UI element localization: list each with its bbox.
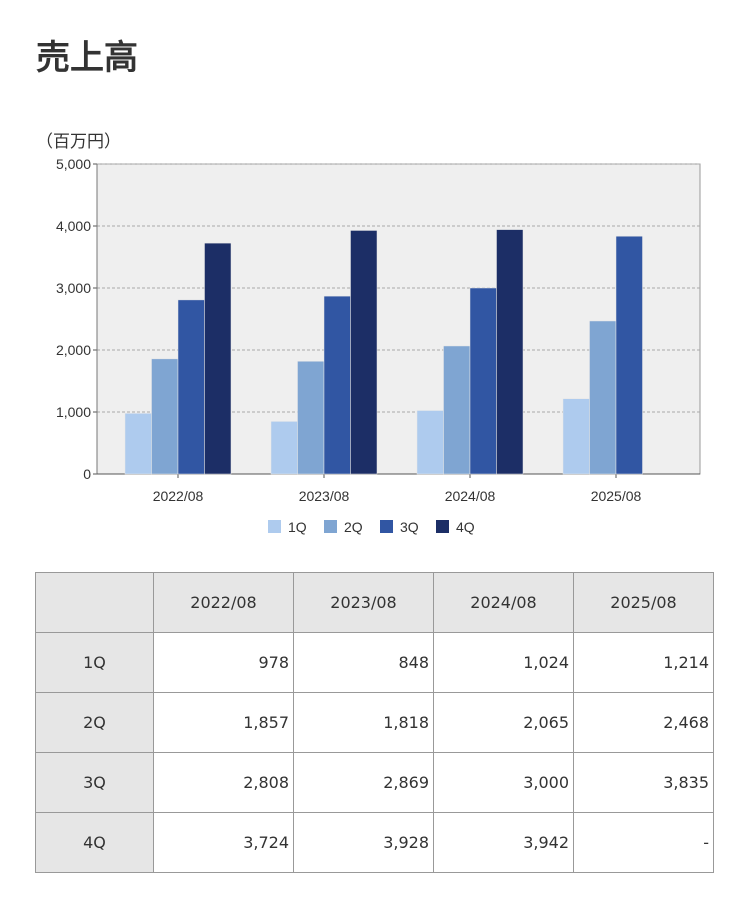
bar-4q [350,230,378,475]
legend-label: 4Q [456,519,475,535]
bar-4q [204,242,232,475]
cell: 1,857 [153,692,294,753]
table-row: 4Q 3,724 3,928 3,942 - [35,812,714,873]
cell: 3,942 [433,812,574,873]
cell: 3,000 [433,752,574,813]
cell: 1,214 [573,632,714,693]
y-tick-label: 4,000 [56,218,91,234]
bar-2q [151,358,179,475]
unit-label: （百万円） [36,132,121,152]
table-row: 2Q 1,857 1,818 2,065 2,468 [35,692,714,753]
bar-2q [443,345,471,475]
bar-3q [615,235,643,475]
bar-1q [416,410,444,475]
cell: 848 [293,632,434,693]
cell: - [573,812,714,873]
row-label: 3Q [35,752,154,813]
y-tick-label: 1,000 [56,404,91,420]
page-title: 売上高 [36,38,138,78]
y-tick-label: 5,000 [56,156,91,172]
table-row: 1Q 978 848 1,024 1,214 [35,632,714,693]
cell: 3,835 [573,752,714,813]
cell: 1,024 [433,632,574,693]
cell: 1,818 [293,692,434,753]
bar-3q [323,295,351,475]
bar-1q [124,413,152,475]
x-tick-label: 2024/08 [445,488,496,504]
cell: 3,928 [293,812,434,873]
cell: 2,869 [293,752,434,813]
row-label: 1Q [35,632,154,693]
x-tick-label: 2022/08 [153,488,204,504]
bar-1q [562,398,590,475]
y-tick-label: 2,000 [56,342,91,358]
legend-swatch-4q [436,520,449,533]
table-row: 3Q 2,808 2,869 3,000 3,835 [35,752,714,813]
x-tick-label: 2025/08 [591,488,642,504]
x-tick-label: 2023/08 [299,488,350,504]
legend-label: 2Q [344,519,363,535]
cell: 978 [153,632,294,693]
bar-3q [177,299,205,475]
table-header: 2024/08 [433,572,574,633]
table-header: 2023/08 [293,572,434,633]
table-header: 2022/08 [153,572,294,633]
bar-2q [297,361,325,475]
legend-swatch-1q [268,520,281,533]
cell: 3,724 [153,812,294,873]
bar-4q [496,229,524,475]
legend-label: 3Q [400,519,419,535]
table-header: 2025/08 [573,572,714,633]
sales-bar-chart: 0 1,000 2,000 3,000 4,000 5,000 2022/08 2023/08… [56,156,701,535]
y-tick-label: 0 [83,466,91,482]
sales-table: 2022/08 2023/08 2024/08 2025/08 1Q 978 8… [35,572,714,873]
table-header-row: 2022/08 2023/08 2024/08 2025/08 [35,572,714,633]
row-label: 4Q [35,812,154,873]
legend-swatch-3q [380,520,393,533]
row-label: 2Q [35,692,154,753]
bar-3q [469,287,497,475]
cell: 2,808 [153,752,294,813]
y-tick-label: 3,000 [56,280,91,296]
bar-1q [270,421,298,475]
cell: 2,065 [433,692,574,753]
legend-swatch-2q [324,520,337,533]
table-header [35,572,154,633]
bar-2q [589,320,617,475]
legend-label: 1Q [288,519,307,535]
cell: 2,468 [573,692,714,753]
